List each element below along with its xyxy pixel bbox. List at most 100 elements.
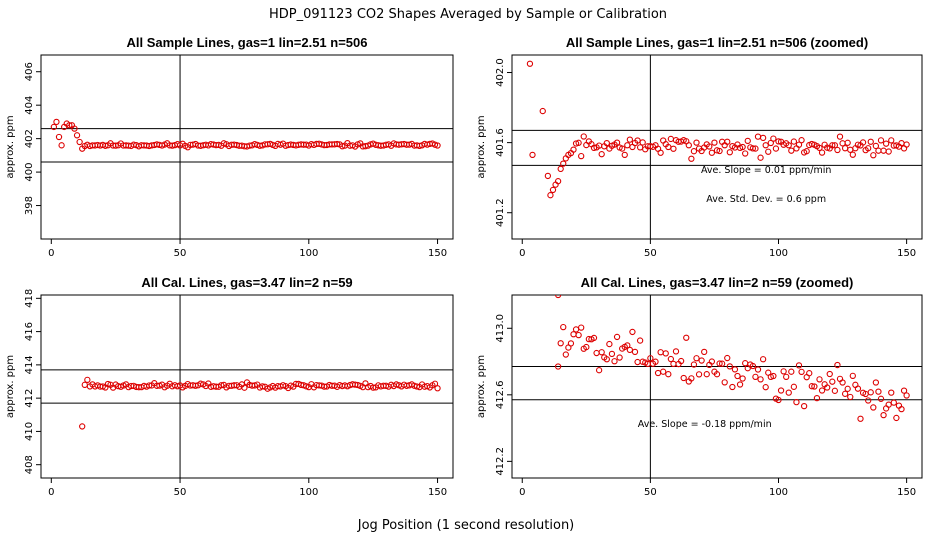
data-point [888, 137, 895, 144]
data-point [880, 411, 887, 419]
data-point [744, 137, 751, 145]
data-point [634, 358, 641, 366]
data-point [636, 337, 644, 344]
data-point [670, 145, 677, 152]
y-tick-label: 410 [24, 422, 35, 441]
data-point [578, 152, 585, 160]
x-tick-label: 150 [428, 487, 447, 498]
data-point [339, 143, 346, 150]
data-point [739, 143, 746, 151]
data-point [826, 370, 833, 378]
data-point [621, 151, 628, 159]
y-tick-label: 412.2 [495, 447, 506, 476]
y-tick-label: 402 [24, 129, 35, 148]
y-tick-label: 418 [24, 289, 35, 308]
data-point [572, 140, 580, 147]
data-point [695, 371, 703, 378]
data-point [726, 149, 733, 156]
data-point [583, 343, 590, 351]
data-point [708, 358, 716, 365]
data-point [53, 118, 60, 126]
data-point [549, 186, 557, 194]
data-point [818, 149, 826, 156]
data-point [626, 136, 634, 143]
data-point [560, 160, 567, 167]
data-point [667, 355, 675, 363]
data-point [434, 385, 441, 392]
plot-frame [511, 54, 923, 240]
data-point [724, 138, 731, 145]
data-point [798, 137, 805, 144]
data-point [870, 404, 877, 411]
data-point [752, 145, 759, 152]
plot-frame [40, 54, 454, 240]
data-point [857, 415, 864, 422]
data-point [572, 326, 580, 333]
data-point [104, 380, 112, 388]
data-point [590, 144, 598, 152]
data-point [259, 383, 266, 390]
data-point [662, 350, 669, 357]
data-point [731, 366, 739, 373]
data-point [413, 383, 421, 390]
data-point [836, 133, 844, 140]
data-point [742, 360, 749, 367]
data-point [872, 142, 880, 150]
data-point [218, 382, 225, 389]
y-tick-label: 414 [24, 355, 35, 374]
x-tick-label: 0 [519, 248, 525, 259]
data-point [772, 145, 780, 152]
data-point [554, 363, 562, 370]
y-tick-label: 398 [24, 196, 35, 215]
data-point [578, 324, 585, 331]
data-point [824, 384, 831, 391]
data-point [816, 144, 823, 152]
data-point [557, 165, 564, 173]
data-point [749, 145, 757, 152]
panel-title: All Sample Lines, gas=1 lin=2.51 n=506 [127, 35, 368, 50]
data-point [241, 384, 248, 391]
data-point [759, 134, 767, 142]
data-point [711, 139, 718, 146]
data-point [806, 370, 813, 377]
panel-title: All Cal. Lines, gas=3.47 lin=2 n=59 [141, 275, 352, 290]
y-tick-label: 408 [24, 455, 35, 474]
data-point [660, 137, 667, 144]
panel-title: All Cal. Lines, gas=3.47 lin=2 n=59 (zoo… [581, 275, 854, 290]
data-point [81, 381, 88, 388]
data-point [583, 141, 590, 149]
data-point [757, 154, 764, 161]
data-point [690, 361, 698, 368]
x-tick-label: 100 [299, 487, 318, 498]
data-point [688, 155, 695, 162]
data-point [639, 139, 646, 146]
data-point [593, 349, 600, 357]
data-point [547, 192, 554, 199]
x-tick-label: 50 [174, 248, 187, 259]
data-point [598, 349, 605, 356]
data-point [634, 137, 641, 144]
data-point [703, 371, 710, 378]
plot-frame [40, 294, 454, 479]
data-point [800, 402, 808, 410]
data-point [580, 133, 587, 140]
data-point [841, 145, 849, 152]
data-point [847, 146, 854, 153]
data-point [900, 387, 908, 394]
data-point [770, 372, 777, 380]
data-point [757, 376, 764, 383]
panel-sample-lines: All Sample Lines, gas=1 lin=2.51 n=506 ap… [5, 35, 454, 259]
data-point [629, 328, 636, 336]
data-point [752, 373, 759, 381]
data-point [721, 379, 728, 386]
data-point [657, 349, 664, 356]
data-point [742, 150, 749, 157]
y-tick-label: 412.6 [495, 380, 506, 409]
data-point [102, 142, 109, 149]
data-point [73, 132, 81, 139]
y-tick-label: 413.0 [495, 314, 506, 343]
annotation-text: Ave. Std. Dev. = 0.6 ppm [706, 194, 826, 205]
y-axis-label: approx. ppm [476, 355, 487, 418]
data-point [303, 383, 310, 390]
y-tick-label: 412 [24, 389, 35, 408]
